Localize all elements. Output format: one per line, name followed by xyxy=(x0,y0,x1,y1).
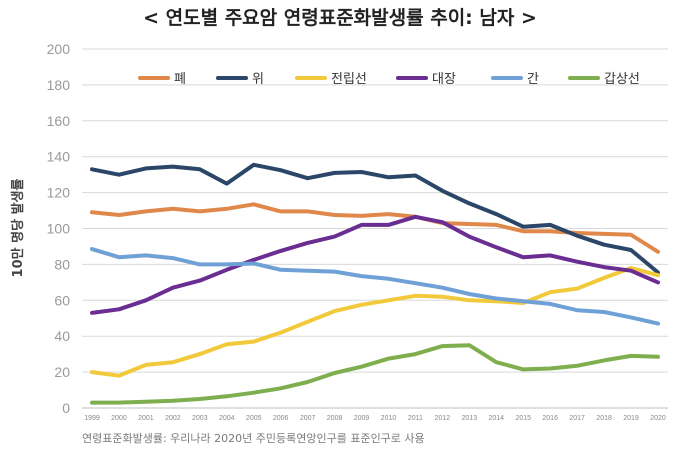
y-tick-label: 180 xyxy=(47,77,71,93)
x-tick-label: 2013 xyxy=(462,415,478,422)
x-tick-label: 2012 xyxy=(435,415,451,422)
legend-label-전립선: 전립선 xyxy=(331,72,367,87)
x-axis-ticks: 1999 2000 2001 2002 2003 2004 2005 2006 2007 2008… xyxy=(84,415,666,422)
legend-label-위: 위 xyxy=(252,72,264,87)
x-tick-label: 2005 xyxy=(246,415,262,422)
legend-label-대장: 대장 xyxy=(432,72,456,87)
x-tick-label: 2002 xyxy=(165,415,181,422)
x-tick-label: 2010 xyxy=(381,415,397,422)
y-tick-label: 40 xyxy=(54,328,70,344)
series-lines xyxy=(90,162,660,405)
y-tick-label: 0 xyxy=(62,400,70,416)
chart-title: < 연도별 주요암 연령표준화발생률 추이: 남자 > xyxy=(143,7,537,29)
legend-label-폐: 폐 xyxy=(174,72,186,87)
y-axis-label: 10만 명당 발생률 xyxy=(10,179,26,278)
x-tick-label: 2009 xyxy=(354,415,370,422)
x-tick-label: 2014 xyxy=(488,415,504,422)
series-line-위 xyxy=(90,162,660,275)
legend-label-간: 간 xyxy=(527,72,539,87)
x-tick-label: 2008 xyxy=(327,415,343,422)
x-tick-label: 2004 xyxy=(219,415,235,422)
y-tick-label: 160 xyxy=(47,113,71,129)
x-tick-label: 2017 xyxy=(569,415,585,422)
y-axis-ticks: 0 20 40 60 80 100 120 140 160 180 200 xyxy=(47,41,71,416)
x-tick-label: 2020 xyxy=(650,415,666,422)
x-tick-label: 2016 xyxy=(542,415,558,422)
y-tick-label: 60 xyxy=(54,292,70,308)
y-tick-label: 80 xyxy=(54,256,70,272)
x-tick-label: 2019 xyxy=(623,415,639,422)
series-line-간 xyxy=(90,247,660,326)
y-tick-label: 140 xyxy=(47,149,71,165)
x-tick-label: 2015 xyxy=(515,415,531,422)
footnote: 연령표준화발생률: 우리나라 2020년 주민등록연앙인구를 표준인구로 사용 xyxy=(82,432,425,445)
legend: 폐 위 전립선 대장 간 갑상선 xyxy=(138,72,640,87)
x-tick-label: 1999 xyxy=(84,415,100,422)
x-tick-label: 2011 xyxy=(408,415,423,422)
series-line-갑상선 xyxy=(90,343,660,405)
y-tick-label: 200 xyxy=(47,41,71,57)
y-tick-label: 20 xyxy=(54,364,70,380)
x-tick-label: 2006 xyxy=(273,415,289,422)
x-tick-label: 2003 xyxy=(192,415,208,422)
grid-lines xyxy=(82,48,668,409)
y-tick-label: 120 xyxy=(47,185,71,201)
legend-label-갑상선: 갑상선 xyxy=(604,72,640,87)
x-tick-label: 2001 xyxy=(138,415,154,422)
x-tick-label: 2000 xyxy=(111,415,127,422)
series-line-대장 xyxy=(90,214,660,315)
x-tick-label: 2007 xyxy=(300,415,316,422)
x-tick-label: 2018 xyxy=(596,415,612,422)
y-tick-label: 100 xyxy=(47,221,71,237)
series-line-전립선 xyxy=(90,266,660,378)
